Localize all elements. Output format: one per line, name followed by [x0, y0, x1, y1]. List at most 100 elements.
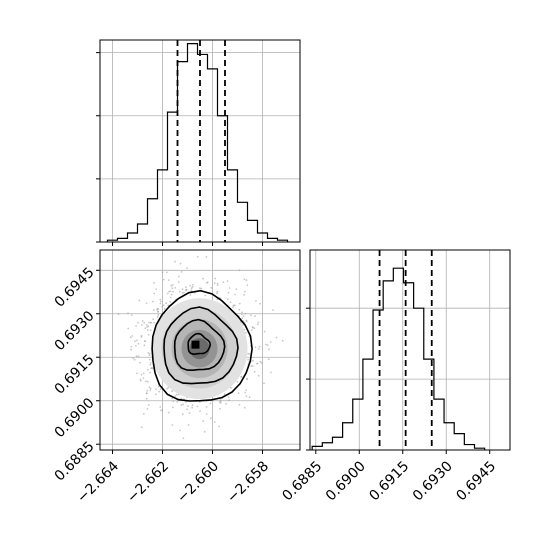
scatter-point	[153, 321, 156, 324]
histogram-x-steps	[106, 43, 289, 242]
contour-core	[187, 332, 212, 356]
scatter-point	[269, 341, 272, 343]
hist-x-frame	[99, 39, 301, 243]
scatter-point	[147, 404, 150, 406]
scatter-point	[218, 425, 221, 428]
scatter-contour-panel: −2.664 −2.662 −2.660 −2.6580.68850.69000.69…	[52, 249, 301, 506]
scatter-point	[181, 413, 184, 416]
scatter-point	[237, 392, 240, 395]
hist-y-xtick-label: 0.6915	[366, 458, 412, 504]
scatter-point	[191, 285, 194, 288]
scatter-point	[216, 292, 218, 295]
scatter-point	[184, 401, 187, 403]
scatter-point	[259, 360, 262, 363]
scatter-point	[228, 399, 231, 401]
scatter-point	[188, 412, 191, 414]
scatter-point	[250, 314, 253, 317]
scatter-point	[171, 397, 174, 400]
histogram-y-steps	[311, 267, 486, 450]
scatter-point	[155, 393, 157, 396]
scatter-point	[241, 311, 243, 314]
scatter-point	[210, 286, 213, 289]
scatter-point	[147, 325, 150, 328]
scatter-point	[191, 283, 194, 286]
scatter-point	[199, 410, 202, 412]
scatter-point	[251, 365, 254, 367]
hist-y-xtick-label: 0.6945	[453, 458, 499, 504]
scatter-point	[189, 284, 192, 287]
density-peak	[191, 340, 200, 349]
scatter-point	[245, 389, 248, 391]
scatter-point	[227, 396, 230, 398]
scatter-point	[166, 292, 169, 295]
scatter-point	[203, 430, 206, 433]
scatter-point	[156, 315, 159, 318]
scatter-point	[149, 321, 152, 324]
scatter-point	[174, 395, 177, 397]
scatter-point	[238, 403, 241, 406]
hist-y-xtick-label: 0.6900	[323, 458, 369, 504]
scatter-point	[213, 421, 216, 423]
scatter-point	[198, 401, 201, 403]
scatter-point	[174, 260, 176, 263]
scatter-point	[157, 313, 160, 316]
scatter-point	[219, 407, 222, 410]
scatter-point	[182, 403, 185, 406]
scatter-point	[236, 381, 239, 383]
scatter-point	[149, 387, 152, 390]
scatter-point	[160, 409, 162, 412]
scatter-point	[174, 287, 177, 289]
scatter-point	[216, 284, 219, 286]
scatter-point	[260, 362, 263, 364]
scatter-point	[252, 359, 254, 362]
scatter-point	[153, 292, 156, 295]
scatter-point	[148, 358, 151, 361]
scatter-point	[233, 304, 236, 307]
scatter-point	[226, 298, 229, 301]
scatter-point	[141, 324, 143, 326]
scatter-point	[183, 291, 185, 294]
scatter-point	[134, 340, 136, 343]
density-fill	[151, 298, 248, 400]
scatter-point	[145, 392, 148, 395]
scatter-point	[248, 396, 251, 399]
scatter-point	[130, 314, 133, 316]
scatter-point	[246, 284, 249, 287]
scatter-point	[218, 401, 221, 403]
scatter-point	[178, 290, 181, 293]
scatter-point	[222, 281, 225, 284]
scatter-point	[196, 405, 199, 408]
scatter-point	[240, 375, 243, 378]
scatter-point	[149, 389, 152, 392]
scatter-point	[140, 374, 143, 376]
scatter-point	[152, 309, 155, 311]
scatter-point	[238, 269, 241, 272]
scatter-point	[178, 275, 180, 278]
contour-inner	[173, 318, 226, 372]
contour-mid	[163, 306, 239, 385]
scatter-point	[247, 358, 250, 361]
scatter-point	[254, 346, 257, 349]
scatter-point	[243, 290, 246, 293]
scatter-point	[167, 279, 170, 281]
scatter-point	[216, 291, 219, 293]
scatter-point	[179, 262, 182, 265]
scatter-point	[180, 397, 183, 400]
scatter-point	[148, 321, 150, 324]
scatter-point	[255, 300, 257, 302]
scatter-point	[177, 281, 180, 284]
scatter-point	[137, 355, 140, 358]
scatter-ytick-label: 0.6930	[52, 308, 98, 354]
scatter-point	[166, 387, 168, 390]
scatter-point	[155, 388, 157, 390]
scatter-point	[181, 288, 184, 290]
scatter-point	[172, 290, 174, 293]
scatter-point	[117, 313, 120, 316]
scatter-point	[147, 352, 150, 354]
scatter-point	[143, 344, 146, 347]
scatter-point	[226, 280, 229, 282]
scatter-point	[263, 382, 265, 385]
scatter-point	[165, 302, 168, 304]
scatter-point	[162, 304, 165, 307]
